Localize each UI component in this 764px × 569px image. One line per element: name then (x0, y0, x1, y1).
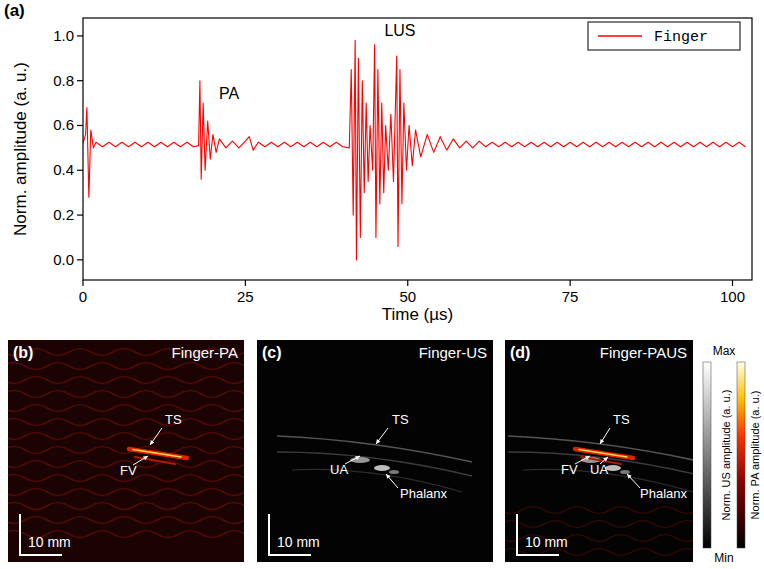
panel-letter: (a) (4, 1, 25, 20)
annotation-arrow (376, 428, 388, 444)
scale-bar-label: 10 mm (28, 534, 71, 550)
annotation-arrowhead (143, 456, 148, 460)
y-tick-label: 0.2 (53, 206, 74, 223)
y-tick (77, 214, 83, 215)
x-tick (732, 280, 733, 286)
us-band (277, 452, 472, 476)
x-axis-title: Time (µs) (382, 305, 454, 324)
legend: Finger (588, 22, 740, 50)
pa-texture (8, 405, 244, 412)
scale-bar-label: 10 mm (525, 534, 568, 550)
legend-box (588, 22, 740, 50)
image-ground (505, 340, 693, 562)
scale-bar-label: 10 mm (277, 534, 320, 550)
annotation-arrowhead (603, 457, 608, 462)
y-tick (77, 259, 83, 260)
x-tick (570, 280, 571, 286)
x-tick (82, 280, 83, 286)
pa-texture (8, 447, 244, 454)
legend-swatch (598, 35, 642, 37)
pa-texture (505, 507, 693, 514)
x-tick-label: 25 (237, 288, 254, 305)
annotation: TS (392, 412, 409, 427)
annotation-arrow (386, 474, 398, 488)
y-tick-label: 0.6 (53, 116, 74, 133)
pa-texture (8, 489, 244, 496)
us-band (508, 452, 693, 476)
y-tick-label: 1.0 (53, 27, 74, 44)
y-tick (77, 170, 83, 171)
y-tick (77, 80, 83, 81)
colorbar-max: Max (713, 344, 736, 358)
annotation: Phalanx (640, 486, 687, 501)
plot-marks (83, 40, 746, 259)
colorbar-title: Norm. US amplitude (a. u.) (720, 390, 732, 521)
image-panel (8, 340, 244, 562)
plot-frame (83, 18, 752, 280)
annotation-arrowhead (355, 456, 360, 460)
annotation: UA (590, 462, 608, 477)
annotation: TS (165, 412, 182, 427)
colorbar-us (703, 362, 711, 548)
x-tick-label: 75 (562, 288, 579, 305)
annotation: TS (613, 412, 630, 427)
annotation-arrowhead (386, 474, 391, 479)
image-panel (505, 340, 693, 562)
us-spot (374, 465, 390, 471)
pa-texture (8, 419, 244, 426)
x-tick (245, 280, 246, 286)
pa-vessel-core (579, 450, 627, 458)
panel-letter: (c) (262, 344, 282, 361)
annotation-arrow (600, 428, 610, 444)
panel-title: Finger-PAUS (600, 344, 687, 361)
annotation: PA (219, 85, 239, 102)
annotation-arrowhead (600, 439, 604, 444)
x-tick-label: 0 (79, 288, 87, 305)
pa-texture (8, 377, 244, 384)
annotation: LUS (384, 22, 415, 39)
annotation-arrowhead (376, 439, 380, 444)
colorbar-min: Min (714, 551, 733, 565)
signal-line (83, 40, 746, 259)
y-tick-label: 0.8 (53, 72, 74, 89)
annotation: FV (561, 462, 578, 477)
annotation: Phalanx (400, 486, 447, 501)
us-spot (620, 470, 630, 474)
annotation-arrow (150, 428, 162, 445)
panel-letter: (d) (510, 344, 530, 361)
y-tick (77, 35, 83, 36)
pa-texture (8, 433, 244, 440)
image-ground (257, 340, 493, 562)
panel-title: Finger-US (419, 344, 487, 361)
annotation-arrowhead (150, 440, 154, 445)
y-tick-label: 0.0 (53, 251, 74, 268)
image-panel (257, 340, 493, 562)
pa-texture (8, 363, 244, 370)
annotation-arrow (627, 474, 640, 488)
y-tick-label: 0.4 (53, 161, 74, 178)
us-spot (389, 470, 399, 474)
pa-texture (505, 521, 693, 528)
x-tick (407, 280, 408, 286)
pa-texture (8, 503, 244, 510)
image-ground (8, 340, 244, 562)
colorbar-title: Norm. PA amplitude (a. u.) (749, 391, 761, 520)
annotation: FV (120, 463, 137, 478)
legend-label: Finger (654, 29, 708, 46)
x-tick-label: 100 (720, 288, 745, 305)
panel-letter: (b) (13, 344, 33, 361)
x-tick-label: 50 (399, 288, 416, 305)
annotation: UA (330, 462, 348, 477)
annotation-arrowhead (627, 474, 632, 479)
annotation-arrowhead (585, 456, 590, 460)
figure: (a) 0 25 50 75 100 0.0 0.2 0.4 0.6 0.8 1.0 Time (µs)… (0, 0, 764, 569)
y-axis-title: Norm. amplitude (a. u.) (11, 62, 30, 236)
colorbar-pa (737, 362, 745, 548)
panel-title: Finger-PA (172, 344, 238, 361)
pa-vessel-core (133, 450, 181, 458)
pa-texture (8, 517, 244, 524)
y-tick (77, 125, 83, 126)
pa-texture (8, 391, 244, 398)
